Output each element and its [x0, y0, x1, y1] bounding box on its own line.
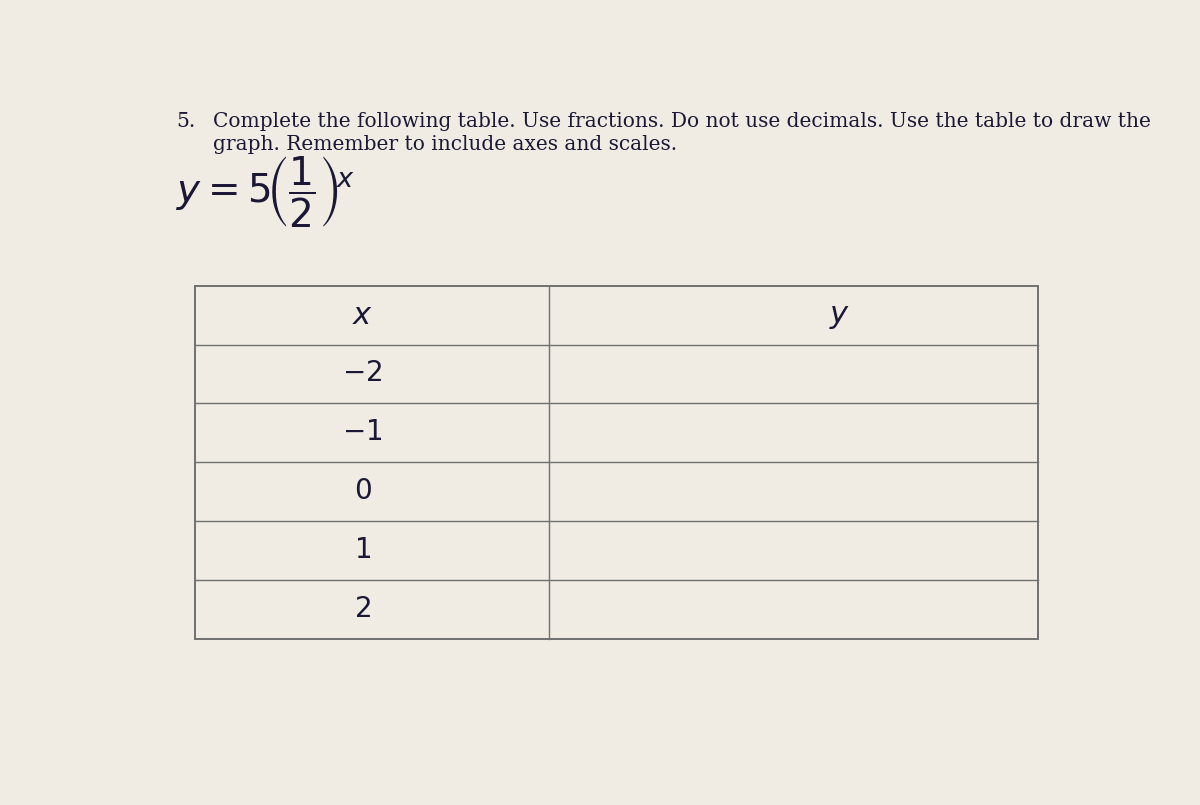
Text: $2$: $2$ — [354, 596, 371, 623]
Text: graph. Remember to include axes and scales.: graph. Remember to include axes and scal… — [214, 135, 677, 154]
Text: $0$: $0$ — [354, 478, 372, 506]
Text: $-1$: $-1$ — [342, 419, 383, 446]
Text: $1$: $1$ — [354, 537, 371, 564]
Text: 5.: 5. — [176, 112, 196, 131]
Text: $y = 5\!\left(\dfrac{1}{2}\right)^{\!x}$: $y = 5\!\left(\dfrac{1}{2}\right)^{\!x}$ — [176, 155, 355, 230]
Text: $\mathit{x}$: $\mathit{x}$ — [352, 299, 373, 331]
Text: Complete the following table. Use fractions. Do not use decimals. Use the table : Complete the following table. Use fracti… — [214, 112, 1151, 131]
Bar — [194, 286, 1038, 639]
Text: $-2$: $-2$ — [342, 361, 383, 387]
Text: $\mathit{y}$: $\mathit{y}$ — [829, 299, 851, 331]
